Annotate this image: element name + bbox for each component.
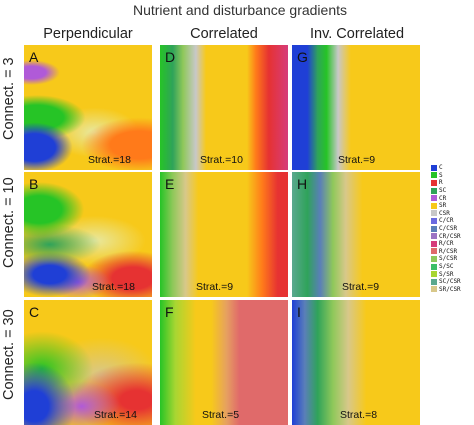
legend-item: CR/CSR — [431, 232, 471, 240]
legend-item: R/CR — [431, 240, 471, 248]
legend-label: S/SC — [439, 263, 454, 271]
legend-swatch — [431, 179, 437, 186]
row-header-connect-10: Connect. = 10 — [1, 177, 17, 268]
column-header-correlated: Correlated — [190, 26, 258, 42]
strat-value: Strat.=9 — [196, 281, 234, 293]
legend-label: C/CR — [439, 217, 454, 225]
row-header-connect-30: Connect. = 30 — [1, 309, 17, 400]
legend-item: C/CR — [431, 217, 471, 225]
strat-value: Strat.=9 — [338, 154, 376, 166]
panel-label: I — [297, 304, 301, 320]
legend-swatch — [431, 248, 437, 255]
legend-item: C — [431, 164, 471, 172]
legend-label: SC — [439, 187, 447, 195]
strat-value: Strat.=5 — [202, 409, 240, 421]
column-header-inv-correlated: Inv. Correlated — [309, 26, 405, 42]
legend-label: CR/CSR — [439, 232, 461, 240]
strat-value: Strat.=18 — [92, 281, 135, 293]
panel-f: F Strat.=5 — [160, 300, 288, 425]
panel-b: B Strat.=18 — [24, 172, 152, 297]
panel-i: I Strat.=8 — [292, 300, 420, 425]
legend-label: CR — [439, 194, 447, 202]
legend-item: SR/CSR — [431, 286, 471, 294]
legend-label: S/SR — [439, 270, 454, 278]
legend-label: C/CSR — [439, 225, 458, 233]
panel-label: C — [29, 304, 40, 320]
legend-label: R/CSR — [439, 247, 458, 255]
panel-label: E — [165, 176, 175, 192]
legend-label: SR — [439, 202, 447, 210]
panel-label: D — [165, 49, 176, 65]
figure-title: Nutrient and disturbance gradients — [132, 2, 348, 18]
panel-h: H Strat.=9 — [292, 172, 420, 297]
legend-swatch — [431, 217, 437, 224]
panel-label: A — [29, 49, 39, 65]
legend-item: R/CSR — [431, 248, 471, 256]
strat-value: Strat.=18 — [88, 154, 131, 166]
legend-swatch — [431, 164, 437, 171]
legend-item: SC — [431, 187, 471, 195]
strat-value: Strat.=14 — [94, 409, 137, 421]
legend-swatch — [431, 195, 437, 202]
legend-swatch — [431, 172, 437, 179]
row-header-connect-3: Connect. = 3 — [1, 57, 17, 140]
legend-item: CSR — [431, 210, 471, 218]
legend: C S R SC CR SR CSR C/CR C/CSR CR/CSR R/CR R/CSR S/CS… — [431, 164, 471, 293]
strat-value: Strat.=10 — [200, 154, 243, 166]
legend-item: SC/CSR — [431, 278, 471, 286]
legend-item: C/CSR — [431, 225, 471, 233]
panel-label: G — [297, 49, 308, 65]
legend-item: SR — [431, 202, 471, 210]
panel-e: E Strat.=9 — [160, 172, 288, 297]
legend-item: S/SC — [431, 263, 471, 271]
panel-a: A Strat.=18 — [24, 45, 152, 170]
panel-d: D Strat.=10 — [160, 45, 288, 170]
legend-item: R — [431, 179, 471, 187]
panel-label: H — [297, 176, 308, 192]
legend-swatch — [431, 240, 437, 247]
legend-swatch — [431, 202, 437, 209]
legend-label: CSR — [439, 209, 450, 217]
legend-label: S/CSR — [439, 255, 458, 263]
legend-item: CR — [431, 194, 471, 202]
legend-swatch — [431, 210, 437, 217]
legend-label: S — [439, 171, 443, 179]
legend-item: S/SR — [431, 270, 471, 278]
strat-value: Strat.=8 — [340, 409, 378, 421]
legend-swatch — [431, 286, 437, 293]
legend-swatch — [431, 187, 437, 194]
legend-swatch — [431, 271, 437, 278]
strat-value: Strat.=9 — [342, 281, 380, 293]
legend-label: C — [439, 164, 443, 172]
legend-swatch — [431, 278, 437, 285]
panel-c: C Strat.=14 — [24, 300, 152, 425]
legend-label: R — [439, 179, 443, 187]
legend-label: R/CR — [439, 240, 454, 248]
legend-swatch — [431, 225, 437, 232]
legend-item: S/CSR — [431, 255, 471, 263]
legend-item: S — [431, 172, 471, 180]
legend-label: SR/CSR — [439, 285, 461, 293]
legend-label: SC/CSR — [439, 278, 461, 286]
column-header-perpendicular: Perpendicular — [43, 26, 133, 42]
panel-g: G Strat.=9 — [292, 45, 420, 170]
panel-label: F — [165, 304, 174, 320]
legend-swatch — [431, 233, 437, 240]
panel-label: B — [29, 176, 39, 192]
legend-swatch — [431, 263, 437, 270]
legend-swatch — [431, 255, 437, 262]
